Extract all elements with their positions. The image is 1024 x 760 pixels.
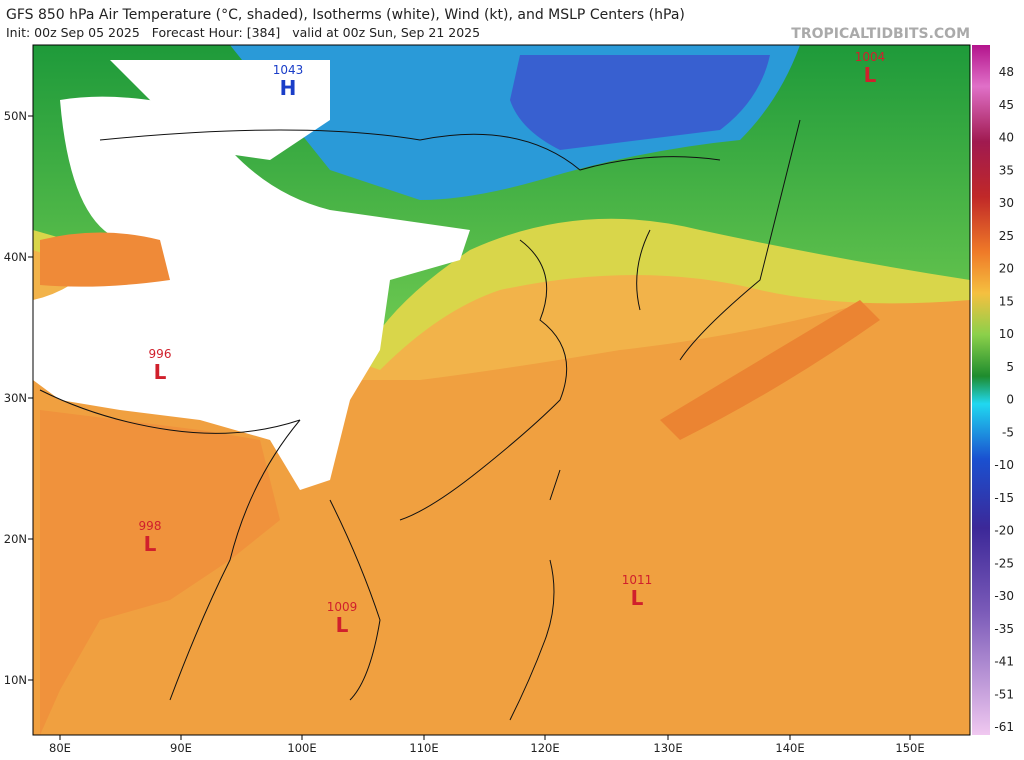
center-symbol: L xyxy=(864,63,877,87)
colorbar-label: -35 xyxy=(994,622,1014,636)
center-pressure: 998 xyxy=(139,519,162,533)
lon-label: 120E xyxy=(530,741,559,755)
colorbar-label: 45 xyxy=(999,98,1014,112)
center-symbol: L xyxy=(631,586,644,610)
center-symbol: L xyxy=(154,360,167,384)
lon-label: 110E xyxy=(409,741,438,755)
site-credit: TROPICALTIDBITS.COM xyxy=(791,26,970,42)
colorbar-label: -61 xyxy=(994,720,1014,734)
colorbar-label: 10 xyxy=(999,327,1014,341)
lon-label: 150E xyxy=(895,741,924,755)
colorbar-label: -15 xyxy=(994,491,1014,505)
lat-label: 20N xyxy=(4,532,27,546)
lon-label: 100E xyxy=(287,741,316,755)
lat-label: 10N xyxy=(4,673,27,687)
center-pressure: 1004 xyxy=(855,50,886,64)
subtitle: Init: 00z Sep 05 2025 Forecast Hour: [38… xyxy=(6,25,480,40)
center-pressure: 996 xyxy=(149,347,172,361)
lon-label: 130E xyxy=(653,741,682,755)
center-symbol: L xyxy=(336,613,349,637)
colorbar-label: 48 xyxy=(999,65,1014,79)
colorbar-label: 35 xyxy=(999,163,1014,177)
lat-label: 50N xyxy=(4,109,27,123)
center-pressure: 1043 xyxy=(273,63,304,77)
lon-label: 80E xyxy=(49,741,71,755)
colorbar-label: -10 xyxy=(994,458,1014,472)
colorbar-label: 5 xyxy=(1006,360,1014,374)
colorbar-label: -5 xyxy=(1002,425,1014,439)
longitude-labels: 80E 90E 100E 110E 120E 130E 140E 150E xyxy=(49,735,925,755)
colorbar-label: 40 xyxy=(999,131,1014,145)
colorbar xyxy=(972,45,990,735)
lon-label: 140E xyxy=(775,741,804,755)
lat-label: 30N xyxy=(4,391,27,405)
colorbar-label: -20 xyxy=(994,524,1014,538)
colorbar-label: -30 xyxy=(994,589,1014,603)
center-symbol: L xyxy=(144,532,157,556)
lat-label: 40N xyxy=(4,250,27,264)
colorbar-labels: 48 45 40 35 30 25 20 15 10 5 0 -5 -10 -15 -20 -25 -30 -35… xyxy=(994,65,1014,734)
colorbar-label: 30 xyxy=(999,196,1014,210)
colorbar-label: -41 xyxy=(994,655,1014,669)
colorbar-label: 0 xyxy=(1006,393,1014,407)
center-pressure: 1011 xyxy=(622,573,653,587)
colorbar-label: -51 xyxy=(994,687,1014,701)
colorbar-label: 15 xyxy=(999,294,1014,308)
colorbar-label: -25 xyxy=(994,556,1014,570)
lon-label: 90E xyxy=(170,741,192,755)
colorbar-label: 20 xyxy=(999,262,1014,276)
colorbar-label: 25 xyxy=(999,229,1014,243)
map xyxy=(32,44,971,736)
title: GFS 850 hPa Air Temperature (°C, shaded)… xyxy=(6,7,685,23)
center-pressure: 1009 xyxy=(327,600,358,614)
center-symbol: H xyxy=(280,76,297,100)
latitude-labels: 50N 40N 30N 20N 10N xyxy=(4,109,33,687)
